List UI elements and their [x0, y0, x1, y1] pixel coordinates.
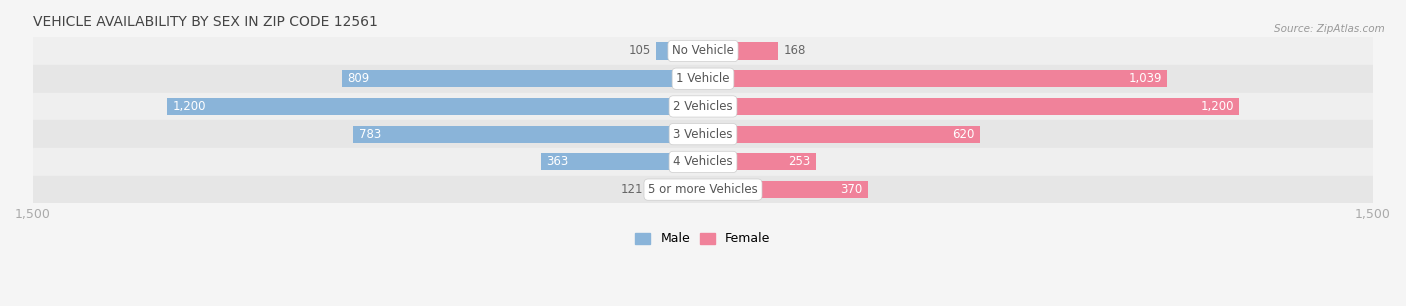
Text: 363: 363 — [546, 155, 568, 168]
Bar — [342, 70, 703, 87]
Bar — [32, 176, 1374, 203]
Text: 809: 809 — [347, 72, 370, 85]
Text: Source: ZipAtlas.com: Source: ZipAtlas.com — [1274, 24, 1385, 35]
Bar — [703, 70, 1167, 87]
Bar — [32, 37, 1374, 65]
Text: 5 or more Vehicles: 5 or more Vehicles — [648, 183, 758, 196]
Bar — [32, 148, 1374, 176]
Bar — [703, 125, 980, 143]
Text: 783: 783 — [359, 128, 381, 141]
Text: 370: 370 — [841, 183, 863, 196]
Text: 168: 168 — [783, 44, 806, 58]
Bar — [32, 120, 1374, 148]
Bar — [353, 125, 703, 143]
Bar — [703, 181, 869, 198]
Text: 253: 253 — [789, 155, 811, 168]
Text: 105: 105 — [628, 44, 651, 58]
Bar — [703, 98, 1239, 115]
Legend: Male, Female: Male, Female — [630, 227, 776, 251]
Bar — [541, 153, 703, 170]
Bar — [650, 181, 703, 198]
Text: VEHICLE AVAILABILITY BY SEX IN ZIP CODE 12561: VEHICLE AVAILABILITY BY SEX IN ZIP CODE … — [32, 15, 378, 29]
Text: 1,039: 1,039 — [1128, 72, 1161, 85]
Text: 2 Vehicles: 2 Vehicles — [673, 100, 733, 113]
Bar — [167, 98, 703, 115]
Bar — [703, 153, 815, 170]
Text: 1 Vehicle: 1 Vehicle — [676, 72, 730, 85]
Bar — [32, 65, 1374, 93]
Text: 3 Vehicles: 3 Vehicles — [673, 128, 733, 141]
Bar — [32, 93, 1374, 120]
Text: 4 Vehicles: 4 Vehicles — [673, 155, 733, 168]
Text: No Vehicle: No Vehicle — [672, 44, 734, 58]
Bar — [703, 42, 778, 60]
Text: 1,200: 1,200 — [173, 100, 205, 113]
Text: 620: 620 — [952, 128, 974, 141]
Bar — [657, 42, 703, 60]
Text: 121: 121 — [621, 183, 644, 196]
Text: 1,200: 1,200 — [1201, 100, 1233, 113]
